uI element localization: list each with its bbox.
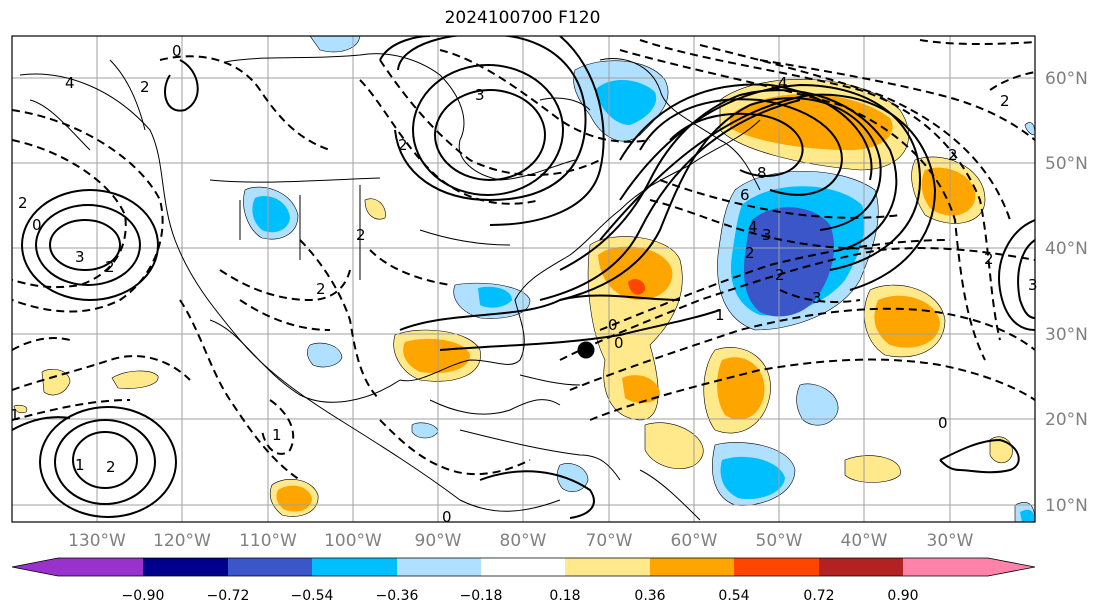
contour-label: 2 — [316, 280, 326, 298]
contour-label: 3 — [812, 289, 822, 307]
lon-label: 100°W — [324, 531, 382, 551]
contour-labels: 0 2 4 3 2 3 2 2 0 4 8 6 4 3 2 2 3 1 2 2 … — [10, 42, 1038, 526]
colorbar — [11, 557, 1036, 577]
colorbar-under-arrow — [12, 558, 58, 576]
lon-label: 90°W — [415, 531, 462, 551]
colorbar-tick-label: −0.90 — [122, 588, 165, 604]
contour-label: 0 — [32, 216, 42, 234]
colorbar-bin — [312, 558, 398, 576]
colorbar-ticks: −0.90 −0.72 −0.54 −0.36 −0.18 0.18 0.36 … — [122, 588, 919, 604]
lon-label: 50°W — [756, 531, 803, 551]
lon-label: 70°W — [586, 531, 633, 551]
colorbar-tick-label: 0.36 — [634, 588, 665, 604]
contour-label: 2 — [948, 146, 958, 164]
contour-label: 4 — [778, 74, 788, 92]
contour-label: 0 — [442, 508, 452, 526]
contour-label: 2 — [140, 78, 150, 96]
contour-label: 2 — [106, 458, 116, 476]
contour-label: 3 — [75, 248, 85, 266]
contour-label: 1 — [10, 406, 20, 424]
contour-label: 0 — [172, 42, 182, 60]
lon-label: 80°W — [500, 531, 547, 551]
contour-label: 2 — [775, 266, 785, 284]
lat-label: 50°N — [1045, 154, 1088, 174]
colorbar-bin — [650, 558, 736, 576]
colorbar-tick-label: 0.90 — [887, 588, 918, 604]
colorbar-bin — [397, 558, 483, 576]
lat-label: 60°N — [1045, 69, 1088, 89]
contour-label: 2 — [398, 136, 408, 154]
lon-label: 40°W — [841, 531, 888, 551]
lon-label: 60°W — [671, 531, 718, 551]
contour-label: 2 — [745, 244, 755, 262]
colorbar-tick-label: 0.72 — [803, 588, 834, 604]
latitude-labels: 60°N 50°N 40°N 30°N 20°N 10°N — [1045, 69, 1088, 516]
colorbar-over-arrow — [988, 558, 1035, 576]
colorbar-tick-label: −0.18 — [460, 588, 503, 604]
longitude-labels: 130°W 120°W 110°W 100°W 90°W 80°W 70°W 6… — [68, 531, 974, 551]
colorbar-bin — [143, 558, 229, 576]
colorbar-tick-label: −0.72 — [207, 588, 250, 604]
colorbar-bin — [734, 558, 820, 576]
contour-label: 6 — [740, 186, 750, 204]
storm-center-marker — [577, 341, 595, 359]
lat-label: 40°N — [1045, 239, 1088, 259]
contour-label: 4 — [65, 74, 75, 92]
contour-label: 8 — [757, 164, 767, 182]
map-frame — [11, 35, 1036, 523]
contour-label: 0 — [608, 316, 618, 334]
contour-label: 3 — [762, 226, 772, 244]
colorbar-bin — [228, 558, 314, 576]
contour-label: 1 — [272, 426, 282, 444]
contour-label: 3 — [475, 86, 485, 104]
lon-label: 120°W — [153, 531, 211, 551]
contour-label: 2 — [1000, 92, 1010, 110]
contour-label: 0 — [938, 414, 948, 432]
lon-label: 110°W — [239, 531, 297, 551]
colorbar-tick-label: 0.18 — [549, 588, 580, 604]
colorbar-tick-label: −0.36 — [376, 588, 419, 604]
lon-label: 130°W — [68, 531, 126, 551]
map-title: 2024100700 F120 — [444, 8, 601, 28]
colorbar-bin — [58, 558, 144, 576]
lat-label: 10°N — [1045, 496, 1088, 516]
colorbar-tick-label: 0.54 — [718, 588, 749, 604]
lat-label: 30°N — [1045, 325, 1088, 345]
contour-label: 2 — [984, 250, 994, 268]
positive-contours — [12, 36, 1035, 519]
contour-label: 2 — [356, 226, 366, 244]
colorbar-bin — [565, 558, 651, 576]
graticule — [12, 36, 1035, 522]
contour-label: 4 — [748, 218, 758, 236]
colorbar-tick-label: −0.54 — [291, 588, 334, 604]
colorbar-bin — [819, 558, 905, 576]
contour-label: 3 — [1028, 276, 1038, 294]
contour-label: 0 — [614, 334, 624, 352]
contour-label: 1 — [715, 306, 725, 324]
contour-label: 2 — [18, 194, 28, 212]
lat-label: 20°N — [1045, 410, 1088, 430]
contour-label: 1 — [75, 456, 85, 474]
contour-label: 2 — [105, 258, 115, 276]
negative-contours — [12, 39, 1035, 481]
lon-label: 30°W — [927, 531, 974, 551]
colorbar-bin — [903, 558, 989, 576]
colorbar-bin — [481, 558, 567, 576]
